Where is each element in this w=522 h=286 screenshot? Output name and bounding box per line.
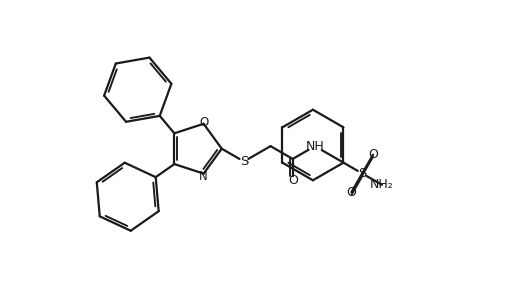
Text: S: S [240, 155, 248, 168]
Text: NH: NH [305, 140, 324, 153]
Text: O: O [347, 186, 357, 199]
Text: S: S [358, 167, 366, 180]
Text: N: N [199, 170, 208, 183]
Text: O: O [288, 174, 298, 187]
Text: O: O [199, 116, 209, 129]
Text: NH₂: NH₂ [370, 178, 394, 191]
Text: O: O [368, 148, 378, 161]
